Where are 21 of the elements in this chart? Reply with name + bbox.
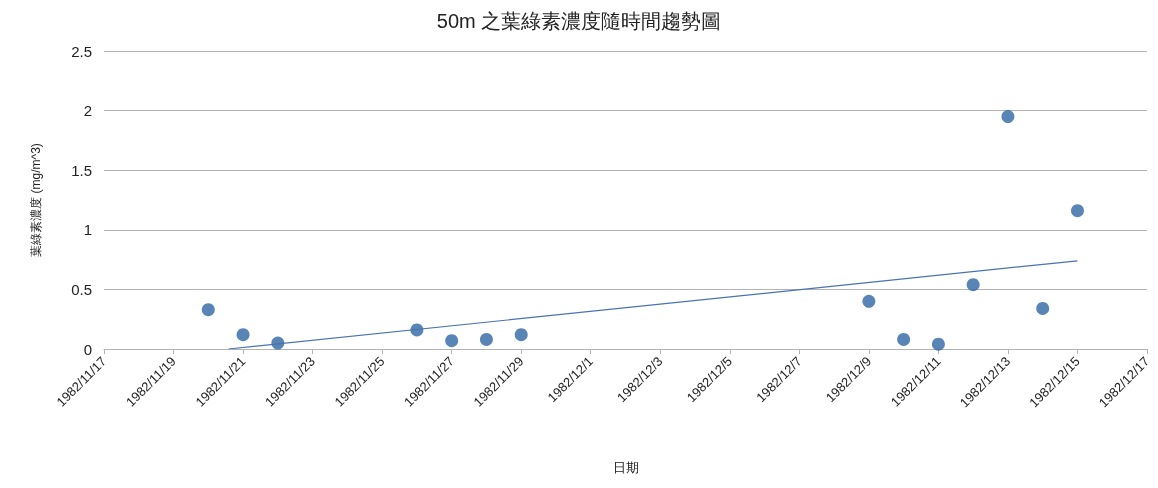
x-axis-title: 日期 <box>612 460 639 475</box>
y-tick-label: 1.5 <box>71 161 92 179</box>
point <box>931 337 945 351</box>
point <box>1001 110 1015 124</box>
point <box>514 328 528 342</box>
point <box>897 332 911 346</box>
y-tick-label: 0 <box>83 340 92 358</box>
point <box>966 278 980 292</box>
point <box>201 303 215 317</box>
point <box>479 332 493 346</box>
y-axis-title: 葉綠素濃度 (mg/m^3) <box>29 143 43 257</box>
y-tick-label: 1 <box>83 221 92 239</box>
y-tick-label: 0.5 <box>71 280 92 298</box>
point <box>445 334 459 348</box>
y-tick-label: 2.5 <box>71 42 92 60</box>
chart-title: 50m 之葉綠素濃度隨時間趨勢圖 <box>436 10 722 32</box>
point <box>1070 204 1084 218</box>
point <box>236 328 250 342</box>
y-tick-label: 2 <box>83 102 92 120</box>
point <box>862 294 876 308</box>
point <box>1036 301 1050 315</box>
